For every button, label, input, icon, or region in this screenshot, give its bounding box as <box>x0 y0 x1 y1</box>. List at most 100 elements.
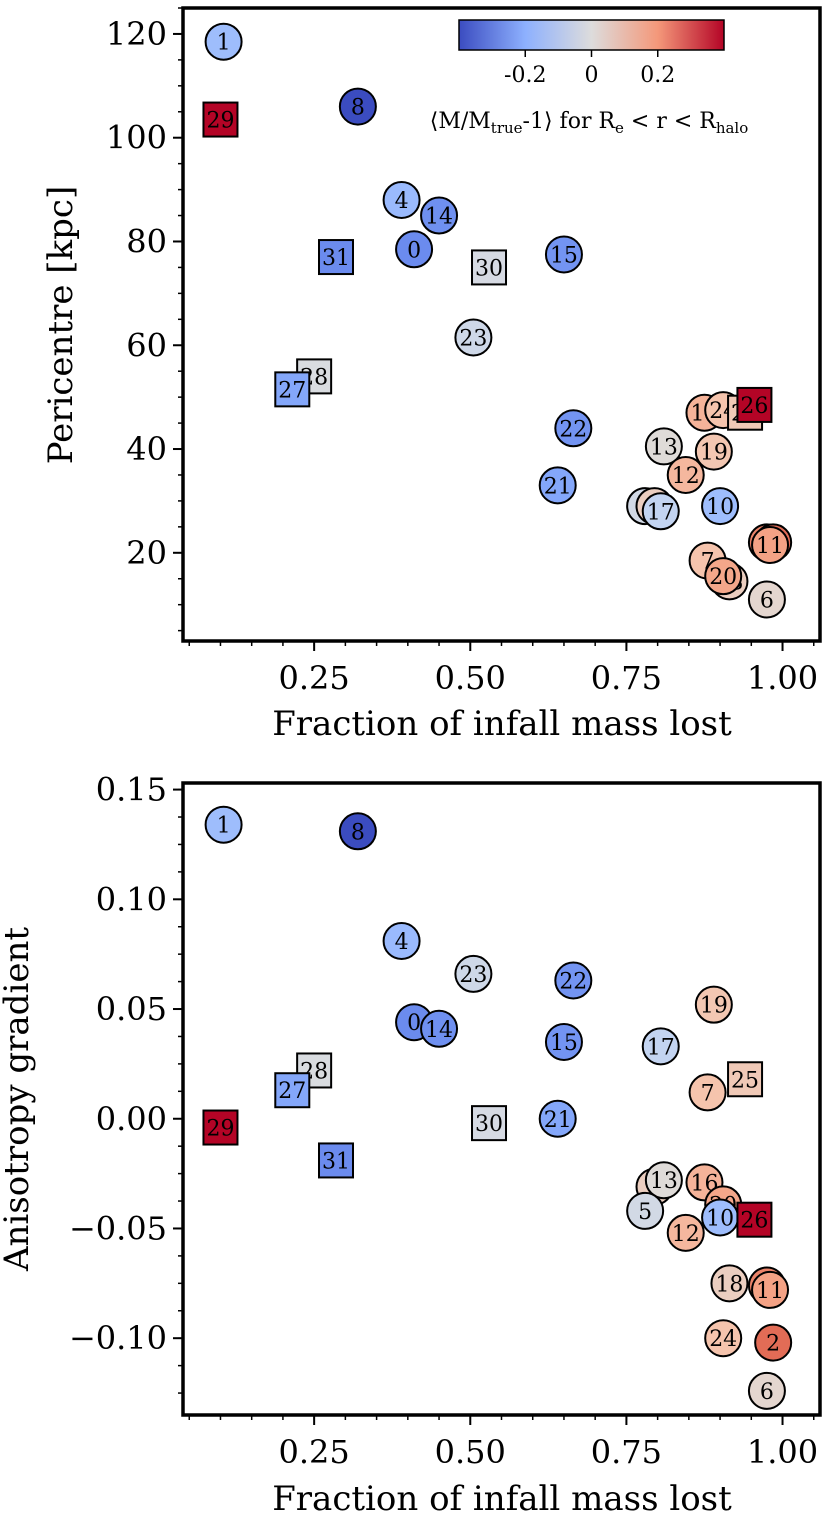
point-label: 23 <box>459 963 487 988</box>
point-marker <box>666 1213 705 1252</box>
anisotropy-x-ticks: 0.25 0.50 0.75 1.00 <box>188 1415 818 1471</box>
colorbar-tick-label: -0.2 <box>504 63 546 88</box>
anisotropy-y-tick-label: 0.05 <box>96 990 167 1028</box>
point-marker <box>420 196 459 235</box>
point-label: 24 <box>709 1327 737 1352</box>
point-marker <box>751 526 790 565</box>
point-marker <box>471 1105 508 1142</box>
pericentre-x-ticks: 0.25 0.50 0.75 1.00 <box>188 641 818 697</box>
point-marker <box>751 1270 790 1309</box>
point-marker <box>694 432 733 471</box>
anisotropy-axes-frame <box>181 781 822 1417</box>
point-label: 13 <box>650 435 678 460</box>
data-point-8: 8 <box>338 812 377 851</box>
data-point-14: 14 <box>420 1009 459 1048</box>
data-point-19: 19 <box>694 985 733 1024</box>
point-marker <box>538 466 577 505</box>
data-point-17: 17 <box>641 492 680 531</box>
point-label: 17 <box>647 1035 675 1060</box>
point-marker <box>274 371 311 408</box>
point-label: 31 <box>322 246 350 271</box>
data-point-2: 2 <box>754 1323 793 1362</box>
point-label: 20 <box>709 565 737 590</box>
data-point-6: 6 <box>747 580 786 619</box>
point-marker <box>710 1264 749 1303</box>
colorbar-tick-label: 0.2 <box>640 63 675 88</box>
point-label: 15 <box>550 1031 578 1056</box>
anisotropy-y-tick-label: 0.00 <box>96 1100 167 1138</box>
point-label: 14 <box>425 205 453 230</box>
data-point-29: 29 <box>202 1109 239 1146</box>
point-marker <box>747 1371 786 1410</box>
pericentre-y-ticks: 20 40 60 80 100 120 <box>106 7 183 632</box>
point-marker <box>454 318 493 357</box>
point-label: 11 <box>756 1279 784 1304</box>
point-marker <box>544 1022 583 1061</box>
point-marker <box>694 985 733 1024</box>
data-point-7: 7 <box>688 1073 727 1112</box>
point-label: 6 <box>760 1380 774 1405</box>
point-label: 12 <box>672 464 700 489</box>
point-marker <box>382 922 421 960</box>
point-marker <box>644 1161 683 1200</box>
data-point-13: 13 <box>644 1161 683 1200</box>
colorbar-label: ⟨M/Mtrue-1⟩ for Re < r < Rhalo <box>430 109 749 137</box>
data-point-4: 4 <box>382 922 421 960</box>
pericentre-x-tick-label: 1.00 <box>747 659 818 697</box>
point-marker <box>274 1072 311 1109</box>
data-point-30: 30 <box>471 249 508 286</box>
point-label: 30 <box>475 1112 503 1137</box>
data-point-23: 23 <box>454 318 493 357</box>
point-label: 21 <box>544 1108 572 1133</box>
point-label: 8 <box>351 96 365 121</box>
data-point-23: 23 <box>454 954 493 993</box>
data-point-22: 22 <box>554 409 593 448</box>
data-point-12: 12 <box>666 455 705 494</box>
point-label: 4 <box>395 189 409 214</box>
anisotropy-y-tick-label: −0.10 <box>69 1319 167 1357</box>
colorbar: -0.2 0 0.2 ⟨M/Mtrue-1⟩ for Re < r < Rhalo <box>430 19 749 137</box>
pericentre-x-tick-label: 0.75 <box>591 659 662 697</box>
point-label: 10 <box>706 495 734 520</box>
data-point-12: 12 <box>666 1213 705 1252</box>
colorbar-ticks: -0.2 0 0.2 <box>504 50 675 88</box>
point-marker <box>554 409 593 448</box>
data-point-30: 30 <box>471 1105 508 1142</box>
pericentre-y-axis-label: Pericentre [kpc] <box>41 186 81 464</box>
point-marker <box>626 1191 665 1230</box>
data-point-22: 22 <box>554 961 593 1000</box>
data-point-1: 1 <box>204 805 243 844</box>
point-label: 2 <box>766 1332 780 1357</box>
data-point-8: 8 <box>338 87 377 126</box>
point-label: 18 <box>715 1272 743 1297</box>
anisotropy-y-tick-label: 0.10 <box>96 880 167 918</box>
point-label: 27 <box>278 1079 306 1104</box>
point-marker <box>538 1099 577 1138</box>
point-marker <box>727 1061 764 1098</box>
point-label: 4 <box>395 930 409 955</box>
point-label: 5 <box>638 1200 652 1225</box>
anisotropy-panel: −0.10 −0.05 0.00 0.05 0.10 0.15 0.25 0.50 0.75 1… <box>0 771 822 1519</box>
data-point-27: 27 <box>274 371 311 408</box>
point-label: 14 <box>425 1018 453 1043</box>
point-label: 31 <box>322 1149 350 1174</box>
data-point-27: 27 <box>274 1072 311 1109</box>
data-point-10: 10 <box>701 1198 740 1237</box>
point-marker <box>704 1319 743 1358</box>
data-point-11: 11 <box>751 526 790 565</box>
point-label: 10 <box>706 1207 734 1232</box>
point-marker <box>754 1323 793 1362</box>
data-point-20: 20 <box>704 557 743 596</box>
point-label: 0 <box>407 238 421 263</box>
data-point-14: 14 <box>420 196 459 235</box>
pericentre-y-tick-label: 120 <box>106 15 167 53</box>
data-point-10: 10 <box>701 487 740 526</box>
data-point-26: 26 <box>736 1201 773 1238</box>
data-point-1: 1 <box>204 22 243 61</box>
data-point-16: 16 <box>685 1163 724 1202</box>
point-label: 0 <box>407 1011 421 1036</box>
point-marker <box>318 1142 355 1179</box>
point-marker <box>641 492 680 531</box>
point-label: 30 <box>475 256 503 281</box>
point-label: 19 <box>700 441 728 466</box>
